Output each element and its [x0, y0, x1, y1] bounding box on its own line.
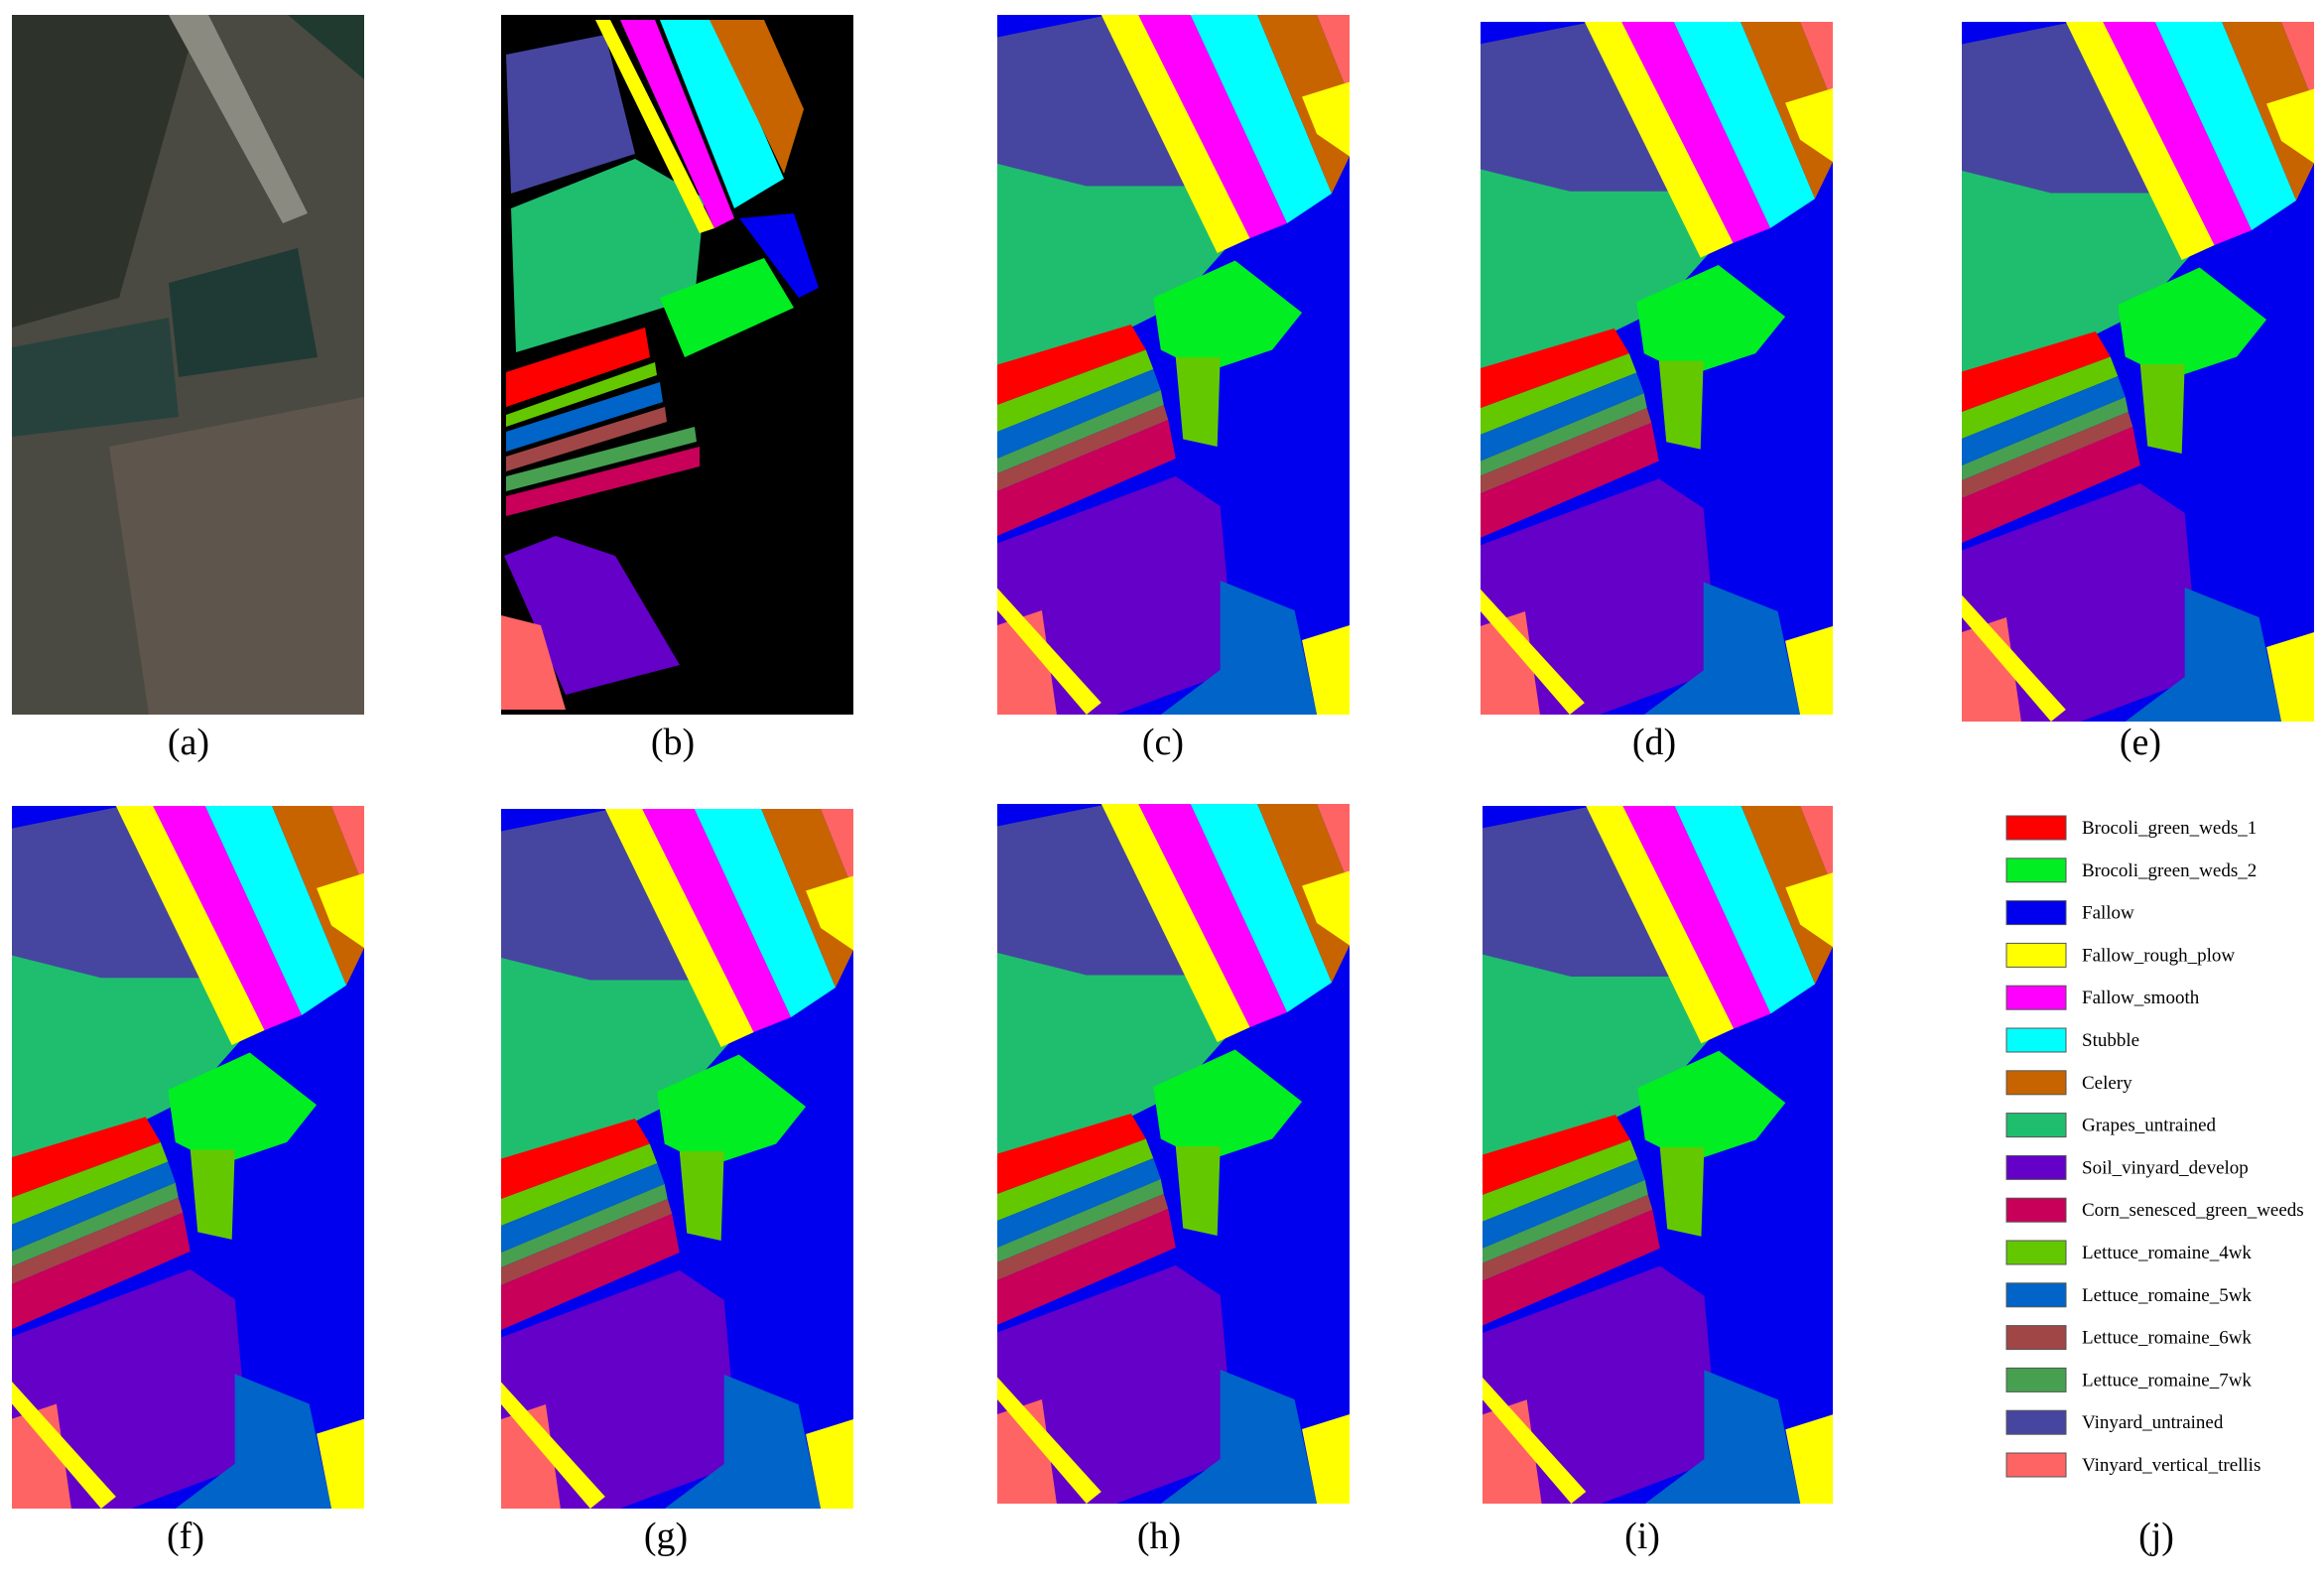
- map-h: [997, 804, 1350, 1504]
- legend-swatch: [2005, 1367, 2067, 1392]
- legend-swatch: [2005, 1325, 2067, 1351]
- legend-swatch: [2005, 900, 2067, 926]
- legend-label: Fallow_rough_plow: [2082, 945, 2235, 966]
- legend-label: Grapes_untrained: [2082, 1116, 2217, 1136]
- panel-caption: (e): [2120, 722, 2161, 763]
- legend-label: Fallow_smooth: [2082, 988, 2200, 1008]
- legend-label: Lettuce_romaine_6wk: [2082, 1328, 2252, 1349]
- legend-swatch: [2005, 1240, 2067, 1265]
- panel-caption: (a): [168, 722, 209, 763]
- legend: Brocoli_green_weds_1 Brocoli_green_weds_2…: [2005, 815, 2304, 1478]
- map-c: [997, 15, 1350, 715]
- legend-swatch: [2005, 1027, 2067, 1053]
- legend-label: Fallow: [2082, 903, 2134, 924]
- legend-swatch: [2005, 1409, 2067, 1435]
- legend-swatch: [2005, 1197, 2067, 1223]
- panel-caption: (b): [651, 722, 695, 763]
- panel-caption: (c): [1142, 722, 1184, 763]
- legend-label: Soil_vinyard_develop: [2082, 1157, 2249, 1178]
- legend-label: Celery: [2082, 1073, 2132, 1094]
- legend-swatch: [2005, 1113, 2067, 1138]
- map-f: [12, 806, 364, 1509]
- aerial-image: [12, 15, 364, 715]
- panel-caption: (i): [1624, 1516, 1660, 1557]
- legend-swatch: [2005, 942, 2067, 968]
- legend-swatch: [2005, 815, 2067, 841]
- legend-label: Vinyard_untrained: [2082, 1412, 2224, 1433]
- legend-label: Brocoli_green_weds_2: [2082, 860, 2257, 881]
- map-e: [1962, 22, 2314, 722]
- legend-label: Vinyard_vertical_trellis: [2082, 1455, 2260, 1476]
- map-d: [1481, 22, 1833, 715]
- panel-caption: (f): [167, 1516, 204, 1557]
- legend-label: Brocoli_green_weds_1: [2082, 818, 2257, 839]
- legend-label: Lettuce_romaine_7wk: [2082, 1370, 2252, 1390]
- legend-label: Lettuce_romaine_5wk: [2082, 1285, 2252, 1306]
- map-i: [1483, 806, 1833, 1504]
- ground-truth-map: [501, 15, 853, 715]
- map-g: [501, 809, 853, 1509]
- panel-caption: (h): [1137, 1516, 1181, 1557]
- panel-caption: (j): [2138, 1516, 2174, 1557]
- legend-label: Stubble: [2082, 1030, 2139, 1051]
- legend-swatch: [2005, 1282, 2067, 1308]
- legend-label: Corn_senesced_green_weeds: [2082, 1200, 2304, 1221]
- legend-label: Lettuce_romaine_4wk: [2082, 1243, 2252, 1263]
- panel-caption: (g): [644, 1516, 688, 1557]
- panel-caption: (d): [1632, 722, 1676, 763]
- legend-swatch: [2005, 985, 2067, 1010]
- legend-swatch: [2005, 858, 2067, 883]
- legend-swatch: [2005, 1154, 2067, 1180]
- legend-swatch: [2005, 1070, 2067, 1096]
- legend-swatch: [2005, 1452, 2067, 1478]
